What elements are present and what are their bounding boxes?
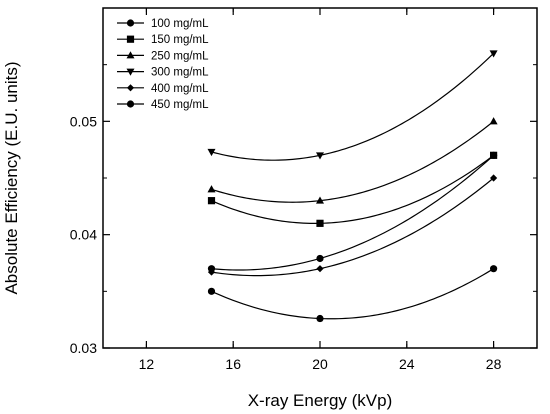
x-axis-title: X-ray Energy (kVp) [248,391,393,410]
legend-label: 450 mg/mL [151,99,209,111]
data-point [489,117,498,125]
legend-marker [126,35,135,43]
data-point [207,287,216,295]
series-line [211,154,495,271]
legend-marker [126,100,135,108]
legend-marker [126,19,135,27]
series-line [211,52,495,161]
series-line [211,268,494,320]
series-markers [207,50,498,323]
series-line [211,120,494,203]
series-curves [211,52,495,320]
legend: 100 mg/mL 150 mg/mL 250 mg/mL 300 mg/mL 400 … [117,18,209,111]
y-tick-label: 0.05 [70,113,97,129]
data-point [207,197,216,205]
y-tick-label: 0.03 [70,340,97,356]
data-point [490,151,498,159]
legend-label: 100 mg/mL [151,18,209,30]
legend-label: 400 mg/mL [151,83,209,95]
series-line [211,154,494,224]
data-point [316,314,324,323]
data-point [316,152,324,160]
data-point [207,185,216,193]
y-axis-title: Absolute Efficiency (E.U. units) [2,61,21,294]
data-point [207,265,216,273]
legend-marker [126,68,135,76]
legend-marker [126,51,135,59]
x-tick-label: 24 [399,356,415,372]
data-point [316,196,324,204]
x-tick-label: 20 [312,356,328,372]
data-point [316,254,324,263]
legend-marker [126,84,135,92]
x-tick-label: 28 [486,356,502,372]
data-point [316,265,324,273]
legend-label: 150 mg/mL [151,34,209,46]
data-point [490,265,498,273]
data-point [316,219,324,227]
x-tick-label: 12 [139,356,155,372]
legend-label: 300 mg/mL [151,67,209,79]
x-tick-label: 16 [225,356,241,372]
legend-label: 250 mg/mL [151,50,209,62]
data-point [207,148,216,157]
series-line [211,177,494,277]
data-point [489,50,498,58]
y-tick-label: 0.04 [70,227,97,243]
plot-axes: 12 16 20 24 28 0.03 0.04 0.05 [70,7,538,372]
data-point [490,174,498,182]
